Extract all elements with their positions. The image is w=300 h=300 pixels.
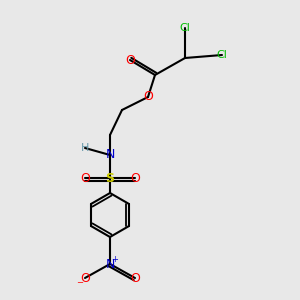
Text: H: H bbox=[81, 143, 89, 153]
Text: N: N bbox=[105, 148, 115, 161]
Text: N: N bbox=[105, 257, 115, 271]
Text: O: O bbox=[130, 272, 140, 284]
Text: O: O bbox=[130, 172, 140, 184]
Text: +: + bbox=[112, 254, 118, 263]
Text: −: − bbox=[76, 278, 83, 287]
Text: O: O bbox=[80, 272, 90, 284]
Text: S: S bbox=[106, 172, 115, 184]
Text: O: O bbox=[143, 91, 153, 103]
Text: O: O bbox=[80, 172, 90, 184]
Text: O: O bbox=[125, 53, 135, 67]
Text: Cl: Cl bbox=[217, 50, 227, 60]
Text: Cl: Cl bbox=[180, 23, 190, 33]
